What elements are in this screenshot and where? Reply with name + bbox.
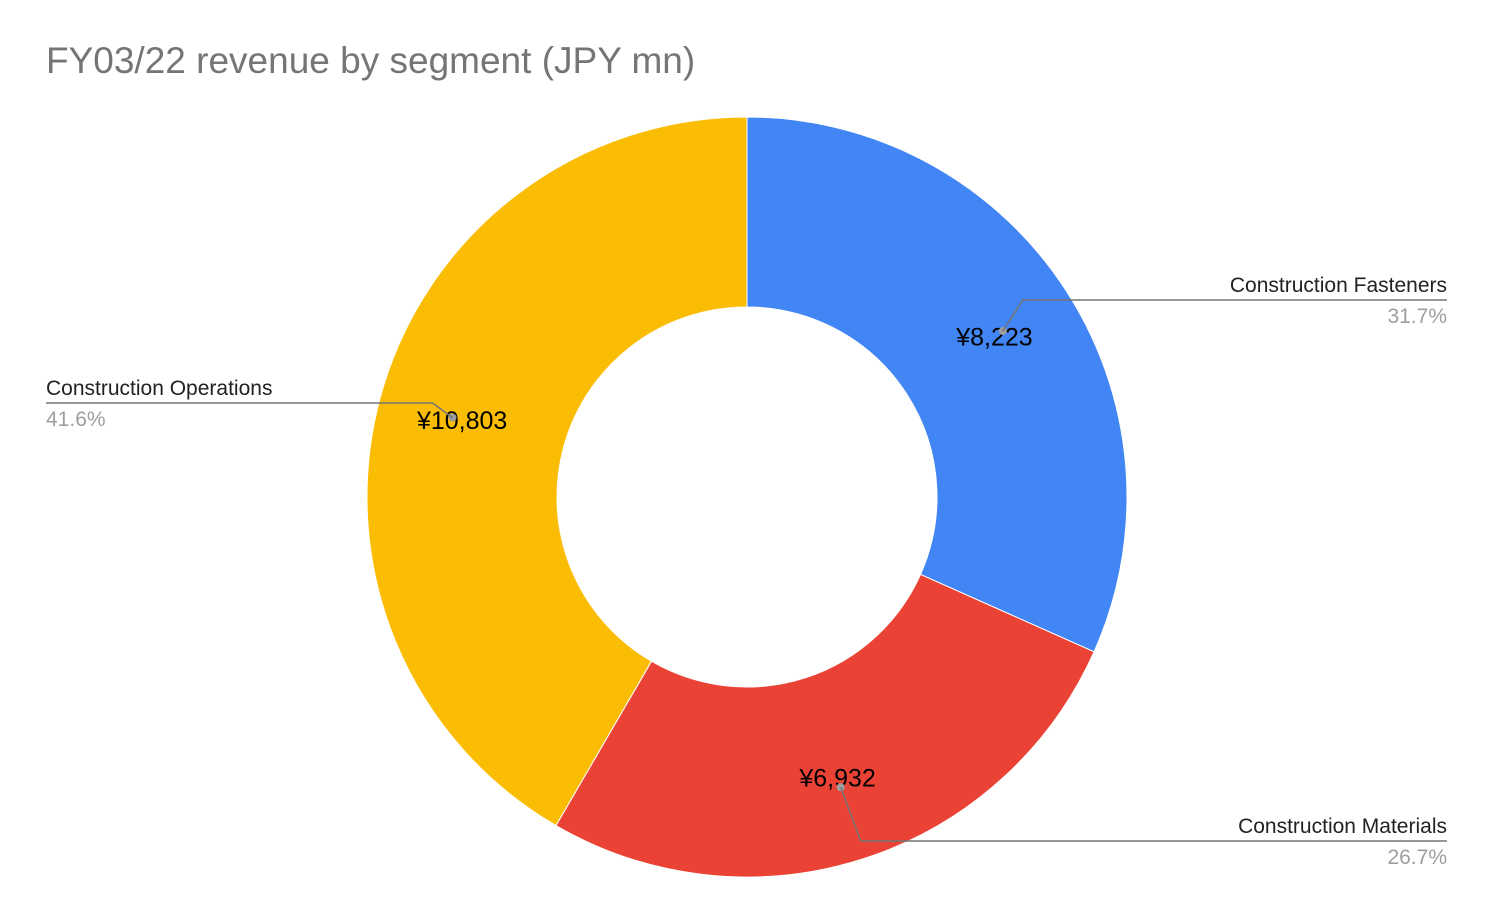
callout-name-construction-operations: Construction Operations [46, 377, 272, 400]
callout-line-construction-operations [46, 402, 453, 419]
callout-line-construction-materials [839, 786, 1447, 842]
callout-name-construction-materials: Construction Materials [1238, 815, 1447, 838]
slice-construction-fasteners [746, 116, 1128, 653]
slices-group [366, 116, 1128, 878]
callout-name-construction-fasteners: Construction Fasteners [1230, 274, 1447, 297]
value-label-construction-operations: ¥10,803 [416, 407, 507, 435]
slice-construction-operations [366, 116, 748, 827]
callouts-group: Construction Fasteners 31.7% Construction … [46, 274, 1447, 869]
callout-percent-construction-fasteners: 31.7% [1387, 305, 1447, 328]
slice-construction-materials [555, 573, 1095, 878]
callout-percent-construction-operations: 41.6% [46, 408, 106, 431]
callout-percent-construction-materials: 26.7% [1387, 846, 1447, 869]
callout-line-construction-fasteners [1002, 299, 1447, 332]
chart-title: FY03/22 revenue by segment (JPY mn) [46, 40, 696, 81]
value-label-construction-fasteners: ¥8,223 [955, 323, 1032, 351]
